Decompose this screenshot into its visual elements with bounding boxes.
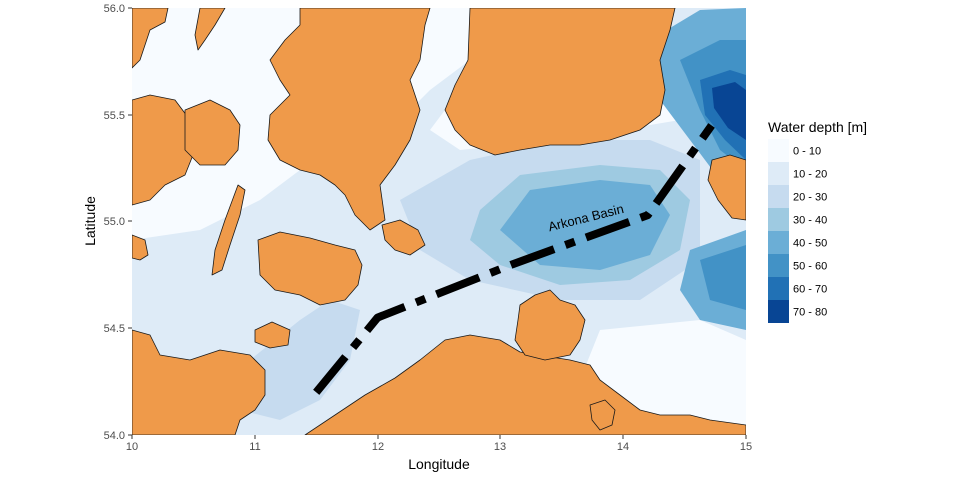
land-langeland xyxy=(211,184,246,276)
depth-zone-50-60 xyxy=(700,245,746,310)
legend-label: 40 - 50 xyxy=(793,238,827,250)
depth-zone-70-80 xyxy=(712,82,746,140)
legend-label: 60 - 70 xyxy=(793,284,827,296)
x-tick-label: 15 xyxy=(740,441,752,453)
x-tick-label: 13 xyxy=(494,441,506,453)
land-jutland-north xyxy=(132,8,169,69)
land-bornholm xyxy=(707,154,746,221)
x-axis: 10 11 12 13 14 15 Longitude xyxy=(126,435,752,472)
land-masses xyxy=(132,8,746,435)
land-fehmarn xyxy=(254,321,291,349)
land-jutland-east xyxy=(132,94,196,206)
legend-swatch xyxy=(768,277,789,300)
legend-swatch xyxy=(768,139,789,162)
legend-label: 0 - 10 xyxy=(793,146,821,158)
land-ruegen xyxy=(514,289,586,361)
legend-swatch xyxy=(768,300,789,323)
legend-label: 70 - 80 xyxy=(793,307,827,319)
legend-label: 10 - 20 xyxy=(793,169,827,181)
legend-label: 30 - 40 xyxy=(793,215,827,227)
depth-zone-40-50 xyxy=(500,180,670,270)
x-tick-label: 11 xyxy=(249,441,260,453)
y-tick-label: 55.5 xyxy=(104,110,125,122)
y-axis-title: Latitude xyxy=(82,196,98,246)
land-funen xyxy=(184,99,241,166)
land-lolland-falster xyxy=(257,231,363,306)
legend-entries: 0 - 10 10 - 20 20 - 30 30 - 40 40 - 50 50 - 6… xyxy=(768,139,827,323)
legend-swatch xyxy=(768,208,789,231)
depth-zone-20-30 xyxy=(240,300,360,420)
legend-label: 20 - 30 xyxy=(793,192,827,204)
land-zealand xyxy=(267,8,431,231)
legend: Water depth [m] 0 - 10 10 - 20 20 - 30 30 -… xyxy=(768,119,867,323)
land-germany-west xyxy=(132,329,266,435)
y-tick-label: 54.0 xyxy=(104,430,125,442)
land-usedom xyxy=(589,399,616,431)
y-tick-label: 55.0 xyxy=(104,216,125,228)
transect-line xyxy=(313,123,715,395)
x-axis-title: Longitude xyxy=(408,456,470,472)
map-panel: Arkona Basin xyxy=(132,8,746,435)
y-tick-label: 54.5 xyxy=(104,323,125,335)
land-funen-north xyxy=(194,8,226,51)
legend-swatch xyxy=(768,162,789,185)
legend-swatch xyxy=(768,254,789,277)
x-tick-label: 14 xyxy=(617,441,629,453)
land-scania xyxy=(444,8,676,156)
land-aero xyxy=(132,234,149,261)
y-axis: 54.0 54.5 55.0 55.5 56.0 Latitude xyxy=(82,3,132,442)
legend-title: Water depth [m] xyxy=(768,119,867,135)
y-tick-label: 56.0 xyxy=(104,3,125,15)
land-moen xyxy=(381,219,426,256)
legend-swatch xyxy=(768,231,789,254)
legend-swatch xyxy=(768,185,789,208)
legend-label: 50 - 60 xyxy=(793,261,827,273)
x-tick-label: 12 xyxy=(372,441,384,453)
land-germany-east xyxy=(304,334,746,435)
x-tick-label: 10 xyxy=(126,441,138,453)
